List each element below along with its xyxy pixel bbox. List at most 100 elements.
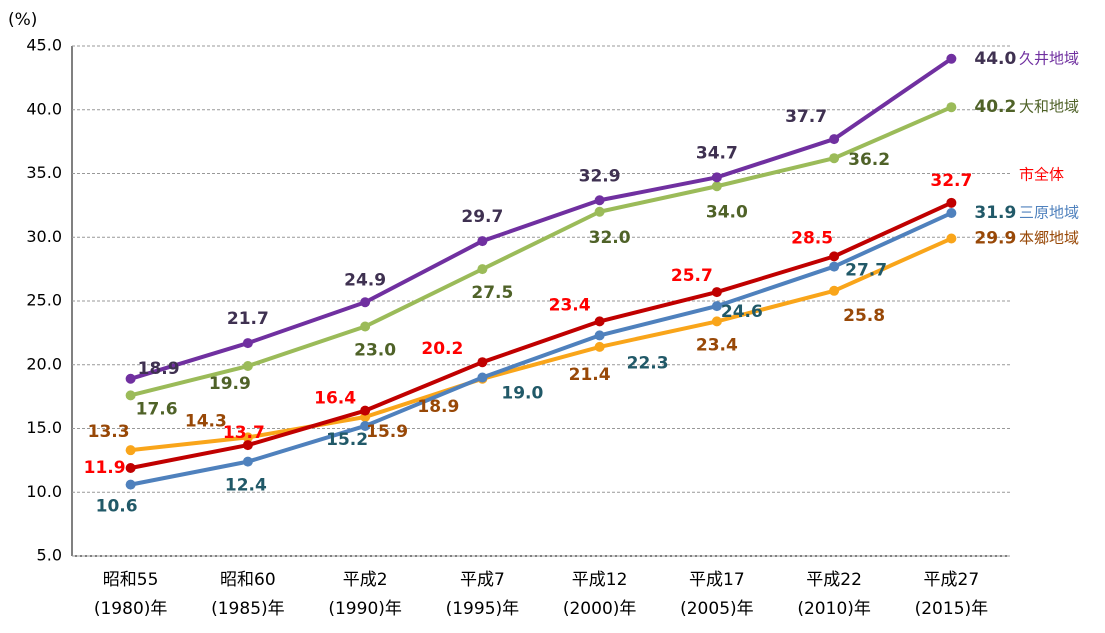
data-label: 15.9 xyxy=(366,422,408,442)
legend-label: 市全体 xyxy=(1019,165,1064,183)
legend-label: 本郷地域 xyxy=(1019,229,1079,247)
y-tick-label: 5.0 xyxy=(37,546,62,565)
data-label: 18.9 xyxy=(417,397,459,417)
data-label: 20.2 xyxy=(421,339,463,359)
data-label: 16.4 xyxy=(314,389,356,409)
data-label: 29.9 xyxy=(974,229,1016,249)
data-point xyxy=(242,440,253,451)
y-tick-label: 45.0 xyxy=(26,36,62,55)
data-label: 28.5 xyxy=(791,228,833,248)
data-label: 21.4 xyxy=(569,365,611,385)
data-point xyxy=(829,251,840,262)
data-point xyxy=(829,134,840,145)
data-label: 24.6 xyxy=(721,302,763,322)
data-point xyxy=(594,195,605,206)
x-tick-label: 昭和60 (1985)年 xyxy=(211,570,285,619)
x-tick-label: 平成7 (1995)年 xyxy=(445,570,520,619)
series-line xyxy=(130,105,953,398)
data-point xyxy=(125,390,136,401)
data-label: 44.0 xyxy=(974,49,1016,69)
legend-label: 大和地域 xyxy=(1019,98,1079,116)
series-line xyxy=(130,57,953,381)
y-axis-unit: (%) xyxy=(8,10,37,30)
y-tick-label: 30.0 xyxy=(26,227,62,246)
data-label: 29.7 xyxy=(461,207,503,227)
x-tick-label: 平成22 (2010)年 xyxy=(797,570,871,619)
data-label: 25.7 xyxy=(671,266,713,286)
x-tick-label: 平成2 (1990)年 xyxy=(328,570,402,619)
data-point xyxy=(242,338,253,349)
data-label: 23.4 xyxy=(549,295,591,315)
data-point xyxy=(242,361,253,372)
data-label: 23.0 xyxy=(354,341,396,361)
data-point xyxy=(594,341,605,352)
data-point xyxy=(242,432,253,443)
y-tick-label: 10.0 xyxy=(26,482,62,501)
legend-label: 久井地域 xyxy=(1019,49,1079,67)
data-point xyxy=(594,330,605,341)
data-label: 22.3 xyxy=(627,353,669,373)
data-label: 32.7 xyxy=(930,171,972,191)
data-label: 34.0 xyxy=(706,202,748,222)
data-label: 25.8 xyxy=(843,306,885,326)
data-label: 23.4 xyxy=(696,335,738,355)
data-point xyxy=(946,197,957,208)
data-point xyxy=(829,261,840,272)
data-point xyxy=(594,316,605,327)
data-label: 12.4 xyxy=(225,476,267,496)
data-point xyxy=(711,287,722,298)
data-point xyxy=(477,372,488,383)
data-point xyxy=(829,285,840,296)
data-point xyxy=(946,102,957,113)
data-label: 36.2 xyxy=(848,150,890,170)
data-label: 27.5 xyxy=(471,283,513,303)
y-tick-label: 35.0 xyxy=(26,163,62,182)
data-point xyxy=(711,172,722,183)
data-label: 14.3 xyxy=(185,411,227,431)
data-label: 24.9 xyxy=(344,270,386,290)
y-tick-label: 40.0 xyxy=(26,99,62,118)
data-label: 18.9 xyxy=(138,359,180,379)
data-label: 32.9 xyxy=(579,166,621,186)
y-tick-label: 15.0 xyxy=(26,418,62,437)
x-tick-label: 昭和55 (1980)年 xyxy=(93,570,168,619)
data-label: 27.7 xyxy=(845,261,887,281)
data-point xyxy=(125,463,136,474)
data-point xyxy=(477,236,488,247)
y-tick-label: 25.0 xyxy=(26,291,62,310)
data-label: 13.3 xyxy=(88,422,130,442)
data-point xyxy=(360,405,371,416)
data-label: 19.9 xyxy=(209,374,251,394)
data-point xyxy=(477,357,488,368)
y-tick-label: 20.0 xyxy=(26,354,62,373)
data-label: 10.6 xyxy=(96,497,138,517)
data-label: 34.7 xyxy=(696,143,738,163)
series-line xyxy=(130,236,953,453)
data-point xyxy=(711,301,722,312)
data-label: 40.2 xyxy=(974,97,1016,117)
x-tick-label: 平成12 (2000)年 xyxy=(562,570,637,619)
x-tick-label: 平成27 (2015)年 xyxy=(914,570,989,619)
data-point xyxy=(360,321,371,332)
data-point xyxy=(477,264,488,275)
data-label: 21.7 xyxy=(227,309,269,329)
data-label: 19.0 xyxy=(501,384,543,404)
data-label: 15.2 xyxy=(326,430,368,450)
data-point xyxy=(125,479,136,490)
legend-label: 三原地域 xyxy=(1019,204,1079,222)
data-point xyxy=(242,456,253,467)
data-point xyxy=(946,233,957,244)
data-point xyxy=(125,373,136,384)
data-label: 17.6 xyxy=(136,399,178,419)
data-label: 37.7 xyxy=(785,107,827,127)
data-label: 13.7 xyxy=(223,423,265,443)
data-label: 11.9 xyxy=(84,458,126,478)
data-label: 31.9 xyxy=(974,203,1016,223)
data-label: 32.0 xyxy=(589,228,631,248)
x-tick-label: 平成17 (2005)年 xyxy=(680,570,754,619)
data-point xyxy=(360,420,371,431)
data-point xyxy=(946,208,957,219)
data-point xyxy=(594,206,605,217)
